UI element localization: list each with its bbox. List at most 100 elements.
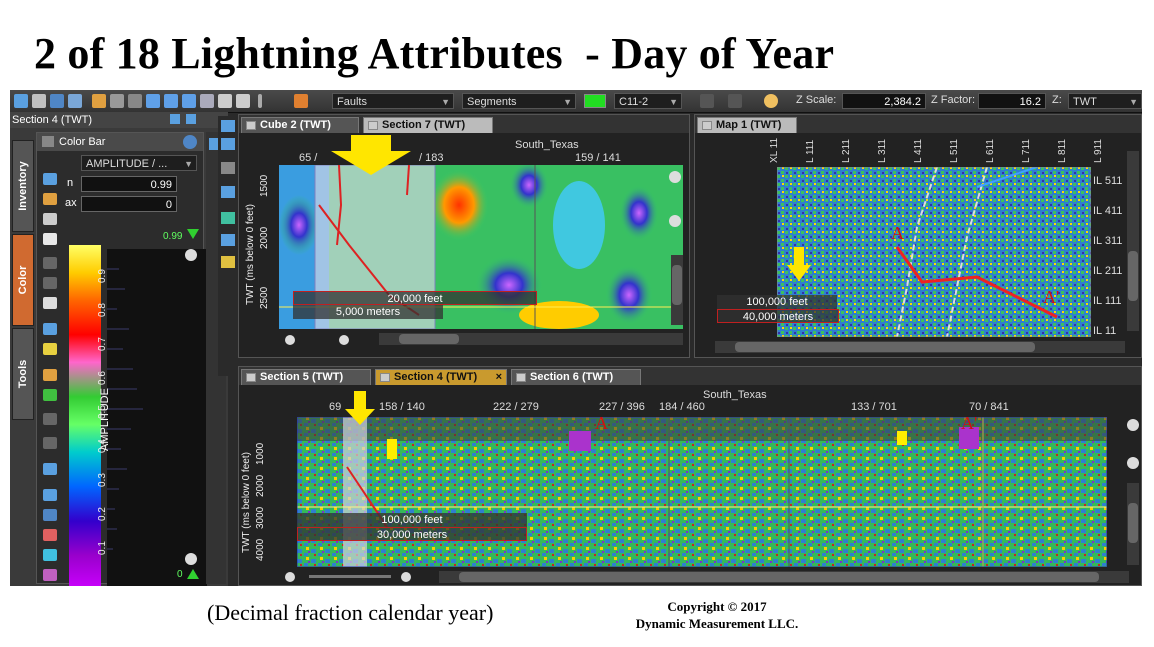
scale-icon[interactable]	[221, 212, 235, 224]
window-icon[interactable]	[50, 94, 64, 108]
undo-icon[interactable]	[43, 257, 57, 269]
zoom-in-icon[interactable]	[339, 335, 349, 345]
bottom-marker-handle[interactable]	[187, 569, 199, 579]
zoom-out-icon[interactable]	[669, 215, 681, 227]
grid-icon[interactable]	[43, 437, 57, 449]
z-scale-field[interactable]: 2,384.2	[842, 93, 926, 109]
panel-menu-icon[interactable]	[170, 114, 180, 124]
vertical-scrollbar[interactable]	[1127, 151, 1139, 331]
line-combo[interactable]: C11-2 ▼	[614, 93, 682, 109]
list-icon[interactable]	[43, 173, 57, 185]
zoom-out-icon[interactable]	[285, 572, 295, 582]
z-factor-field[interactable]: 16.2	[978, 93, 1046, 109]
redo-icon[interactable]	[43, 277, 57, 289]
copyright-line: Copyright © 2017	[667, 599, 767, 614]
open-icon[interactable]	[32, 94, 46, 108]
tab-tools[interactable]: Tools	[12, 328, 34, 420]
section-tab-icon	[516, 373, 526, 382]
zoom-out-icon[interactable]	[1127, 457, 1139, 469]
palette-b5-icon[interactable]	[43, 569, 57, 581]
flip-icon[interactable]	[43, 297, 57, 309]
stretch-icon[interactable]	[43, 323, 57, 335]
tab-cube-2[interactable]: Cube 2 (TWT)	[241, 117, 359, 133]
tab-map-1[interactable]: Map 1 (TWT)	[697, 117, 797, 133]
layout-icon[interactable]	[92, 94, 106, 108]
horizontal-scrollbar[interactable]	[379, 333, 683, 345]
tab-section-7[interactable]: Section 7 (TWT)	[363, 117, 493, 133]
opacity-alt-icon[interactable]	[43, 413, 57, 425]
close-icon[interactable]: ×	[495, 371, 502, 383]
palette-b1-icon[interactable]	[43, 489, 57, 501]
cursor-icon[interactable]	[43, 369, 57, 381]
chevron-down-icon: ▼	[1129, 97, 1138, 107]
color-bar-gradient[interactable]	[69, 245, 101, 586]
y-tick: 2000	[255, 474, 266, 497]
zoom-box-icon[interactable]	[221, 138, 235, 150]
undo-icon[interactable]	[700, 94, 714, 108]
expand-icon[interactable]	[43, 463, 57, 475]
palette-b2-icon[interactable]	[43, 509, 57, 521]
tab-section-5[interactable]: Section 5 (TWT)	[241, 369, 371, 385]
segments-combo[interactable]: Segments ▼	[462, 93, 576, 109]
span-icon[interactable]	[164, 94, 178, 108]
max-value-field[interactable]: 0.99	[81, 176, 177, 192]
display-icon[interactable]	[236, 94, 250, 108]
color-scheme-icon[interactable]	[43, 343, 57, 355]
color-bar-tick: 0.1	[97, 541, 108, 555]
print-icon[interactable]	[200, 94, 214, 108]
zoom-icon[interactable]	[221, 120, 235, 132]
z-domain-combo[interactable]: TWT ▼	[1068, 93, 1142, 109]
zoom-in-icon[interactable]	[669, 171, 681, 183]
opacity-icon[interactable]	[43, 389, 57, 401]
horizontal-scrollbar[interactable]	[715, 341, 1125, 353]
palette-b4-icon[interactable]	[43, 549, 57, 561]
x-tick: 70 / 841	[969, 401, 1009, 413]
help-icon[interactable]	[183, 135, 197, 149]
tile-icon[interactable]	[110, 94, 124, 108]
vertical-scrollbar[interactable]	[1127, 483, 1139, 565]
vertical-scrollbar[interactable]	[671, 255, 683, 325]
zoom-out-icon[interactable]	[185, 553, 197, 565]
cascade-icon[interactable]	[128, 94, 142, 108]
pencil-icon[interactable]	[294, 94, 308, 108]
zoom-slider[interactable]	[309, 575, 391, 578]
zoom-fit-icon[interactable]	[221, 162, 235, 174]
document-icon[interactable]	[43, 233, 57, 245]
attribute-combo[interactable]: AMPLITUDE / ... ▼	[81, 155, 197, 171]
color-bar-tick: 0.6	[97, 371, 108, 385]
section-tab-icon	[368, 121, 378, 130]
min-value-field[interactable]: 0	[81, 196, 177, 212]
move-icon[interactable]	[182, 94, 196, 108]
horizontal-scrollbar[interactable]	[439, 571, 1129, 583]
survey-name: South_Texas	[703, 389, 767, 401]
settings-icon[interactable]	[68, 94, 82, 108]
section-tab-icon	[246, 121, 256, 130]
zoom-in-icon[interactable]	[185, 249, 197, 261]
annotate-icon[interactable]	[221, 256, 235, 268]
refresh-icon[interactable]	[43, 193, 57, 205]
zoom-in-icon[interactable]	[1127, 419, 1139, 431]
panel-dock-icon[interactable]	[186, 114, 196, 124]
crossline-label: L 711	[1021, 139, 1032, 163]
zoom-out-icon[interactable]	[285, 335, 295, 345]
left-panel: Section 4 (TWT) Inventory Color Tools Co…	[10, 112, 228, 586]
aspect-icon[interactable]	[221, 234, 235, 246]
palette-icon[interactable]	[43, 213, 57, 225]
top-marker-handle[interactable]	[187, 229, 199, 239]
seismic-section-image[interactable]	[297, 417, 1107, 567]
sun-icon[interactable]	[764, 94, 778, 108]
camera-icon[interactable]	[218, 94, 232, 108]
database-icon[interactable]	[14, 94, 28, 108]
pan-icon[interactable]	[221, 186, 235, 198]
arrow-icon[interactable]	[146, 94, 160, 108]
zoom-in-icon[interactable]	[401, 572, 411, 582]
tab-section-4[interactable]: Section 4 (TWT) ×	[375, 369, 507, 385]
tab-inventory[interactable]: Inventory	[12, 140, 34, 232]
faults-combo[interactable]: Faults ▼	[332, 93, 454, 109]
palette-b3-icon[interactable]	[43, 529, 57, 541]
redo-icon[interactable]	[728, 94, 742, 108]
color-bar-tick: 0.9	[97, 269, 108, 283]
color-swatch[interactable]	[584, 94, 606, 108]
tab-color[interactable]: Color	[12, 234, 34, 326]
tab-section-6[interactable]: Section 6 (TWT)	[511, 369, 641, 385]
